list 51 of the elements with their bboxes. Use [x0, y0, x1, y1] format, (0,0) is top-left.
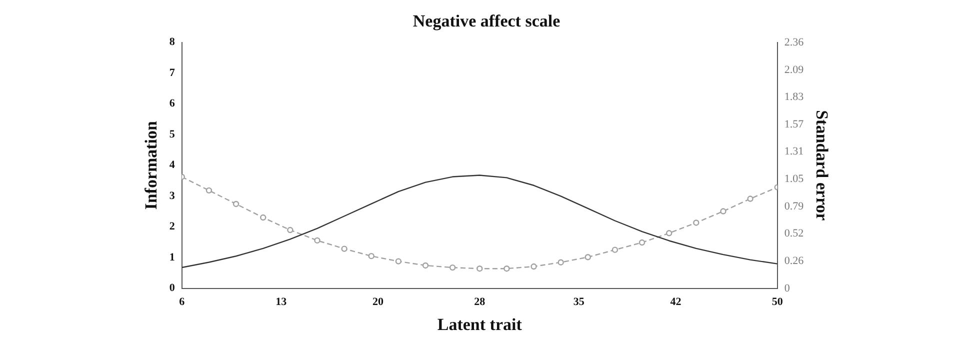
point — [530, 263, 537, 270]
point — [584, 254, 591, 260]
x-tick-label: 42 — [670, 296, 682, 308]
y2-tick-label: 1.83 — [784, 91, 804, 104]
y2-tick-label: 2.09 — [784, 64, 804, 76]
chart-title: Negative affect scale — [412, 12, 561, 31]
point — [638, 239, 646, 246]
y-tick-label: 8 — [169, 36, 176, 48]
y2-tick-label: 0.26 — [784, 254, 804, 267]
y-tick-label: 7 — [169, 66, 176, 79]
y-tick-label: 6 — [169, 98, 176, 110]
point — [693, 220, 700, 226]
point — [206, 187, 212, 194]
y2-tick-label: 1.05 — [784, 172, 804, 185]
y2-tick-label: 1.31 — [784, 146, 804, 158]
y-tick-label: 5 — [169, 128, 176, 140]
y-tick-label: 3 — [169, 190, 176, 202]
y-axis-title: Information — [142, 120, 161, 210]
point — [504, 265, 510, 272]
point — [476, 265, 483, 272]
y-tick-label: 1 — [169, 251, 175, 264]
y2-tick-label: 1.57 — [784, 118, 804, 130]
point — [341, 246, 348, 252]
point — [314, 237, 320, 244]
x-tick-label: 50 — [772, 296, 784, 308]
y-tick-label: 2 — [169, 220, 176, 233]
y2-axis-title: Standard error — [812, 110, 832, 222]
y-tick-label: 4 — [169, 159, 176, 172]
x-tick-label: 35 — [573, 296, 585, 308]
point — [287, 226, 294, 234]
x-tick-label: 20 — [372, 296, 384, 308]
x-axis-title: Latent trait — [437, 315, 522, 334]
y2-tick-label: 0.52 — [784, 228, 804, 240]
x-tick-label: 28 — [474, 296, 486, 308]
point — [260, 214, 266, 221]
point — [666, 230, 672, 236]
y2-tick-label: 0 — [784, 282, 790, 294]
point — [449, 264, 456, 271]
point — [612, 246, 618, 253]
y2-tick-label: 2.36 — [784, 36, 804, 48]
point — [747, 196, 754, 202]
y2-tick-label: 0.79 — [784, 200, 804, 212]
point — [720, 208, 726, 214]
x-tick-label: 13 — [276, 296, 288, 308]
y-tick-label: 0 — [169, 282, 176, 294]
point — [232, 200, 240, 208]
point — [395, 258, 402, 264]
point — [422, 262, 429, 269]
point — [368, 252, 374, 260]
point — [558, 259, 564, 266]
x-tick-label: 6 — [179, 296, 186, 308]
